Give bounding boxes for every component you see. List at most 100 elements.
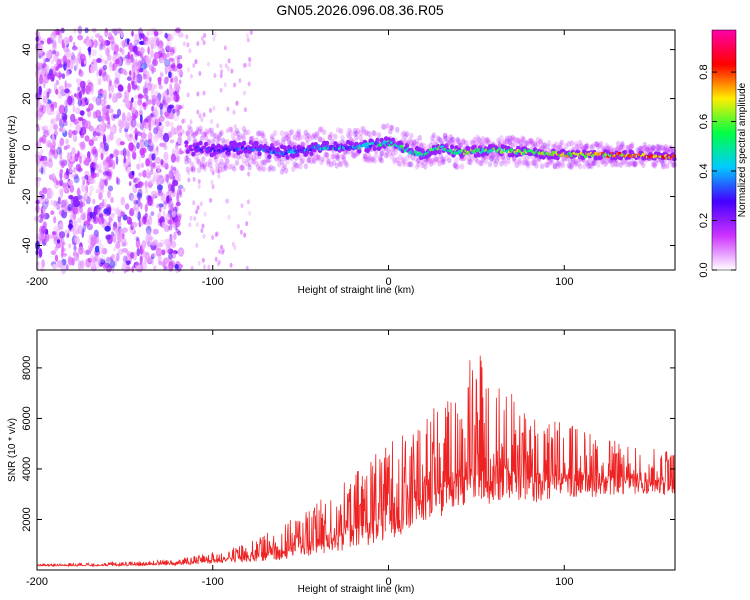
noise-speckle: [230, 68, 234, 74]
noise-speckle: [58, 127, 64, 132]
noise-speckle: [132, 71, 136, 81]
noise-speckle: [133, 39, 138, 45]
track-halo: [203, 128, 209, 135]
track-core: [617, 151, 622, 155]
noise-speckle: [168, 253, 173, 260]
track-halo: [345, 131, 351, 138]
noise-speckle: [84, 190, 88, 200]
noise-speckle: [202, 233, 206, 239]
track-halo: [461, 138, 466, 144]
track-halo: [455, 163, 460, 170]
track-halo: [497, 140, 503, 147]
track-mid: [375, 137, 380, 143]
track-halo: [324, 151, 330, 158]
track-halo: [645, 146, 650, 153]
noise-speckle: [141, 247, 145, 255]
track-halo: [468, 159, 473, 166]
track-halo: [352, 131, 358, 138]
track-halo: [288, 141, 293, 148]
noise-speckle: [137, 99, 143, 106]
noise-speckle: [173, 76, 179, 83]
track-halo: [569, 162, 574, 169]
track-halo: [251, 155, 257, 162]
noise-speckle: [100, 177, 103, 186]
noise-speckle: [35, 71, 41, 79]
track-halo: [492, 151, 497, 158]
noise-speckle: [152, 193, 156, 199]
track-halo: [403, 138, 408, 145]
track-halo: [492, 157, 497, 164]
track-halo: [306, 157, 311, 164]
track-halo: [530, 138, 535, 145]
noise-speckle: [144, 204, 148, 213]
noise-speckle: [153, 90, 159, 96]
noise-speckle: [179, 69, 183, 78]
noise-speckle: [139, 147, 145, 156]
track-halo: [516, 137, 521, 144]
noise-speckle: [126, 134, 133, 142]
track-halo: [521, 159, 526, 166]
track-halo: [223, 154, 228, 160]
track-halo: [635, 147, 640, 153]
track-halo: [225, 138, 230, 145]
noise-speckle: [86, 223, 94, 231]
track-mid: [257, 151, 262, 157]
noise-speckle: [170, 165, 173, 173]
track-halo: [362, 153, 368, 160]
track-halo: [486, 139, 491, 146]
track-halo: [343, 148, 348, 155]
track-halo: [213, 157, 219, 163]
track-halo: [489, 155, 494, 162]
noise-speckle: [216, 123, 220, 129]
noise-speckle: [90, 85, 94, 95]
noise-speckle: [203, 264, 206, 270]
noise-speckle: [49, 124, 53, 133]
track-halo: [402, 158, 407, 165]
noise-speckle: [112, 233, 117, 244]
noise-speckle: [102, 149, 106, 155]
track-halo: [629, 143, 635, 150]
track-halo: [584, 160, 590, 167]
noise-speckle: [42, 54, 46, 61]
noise-speckle: [72, 130, 78, 136]
noise-speckle: [110, 84, 114, 93]
track-halo: [573, 161, 579, 168]
noise-speckle: [92, 149, 99, 158]
noise-speckle: [166, 88, 169, 96]
track-halo: [392, 156, 397, 163]
noise-speckle: [42, 211, 47, 221]
track-halo: [396, 160, 401, 167]
track-halo: [275, 141, 280, 148]
noise-speckle: [79, 205, 83, 214]
track-halo: [334, 162, 339, 169]
track-halo: [298, 154, 303, 161]
noise-speckle: [100, 247, 105, 255]
noise-speckle: [75, 107, 81, 115]
noise-speckle: [165, 45, 171, 53]
track-halo: [244, 152, 250, 158]
noise-speckle: [101, 247, 108, 255]
noise-speckle: [181, 104, 185, 110]
noise-speckle: [120, 266, 127, 272]
track-halo: [596, 161, 601, 168]
noise-speckle: [174, 82, 180, 92]
noise-speckle: [67, 256, 74, 266]
noise-speckle: [115, 58, 120, 65]
track-halo: [427, 156, 432, 163]
noise-speckle: [113, 246, 117, 252]
noise-speckle: [63, 99, 68, 108]
track-halo: [372, 130, 377, 137]
noise-speckle: [73, 252, 76, 257]
noise-speckle: [175, 104, 179, 113]
noise-speckle: [221, 250, 224, 255]
track-halo: [383, 148, 389, 155]
noise-speckle: [59, 117, 64, 128]
noise-speckle: [78, 117, 84, 121]
track-halo: [482, 141, 487, 147]
noise-speckle: [67, 52, 71, 61]
noise-speckle: [61, 244, 64, 254]
track-halo: [199, 135, 205, 142]
noise-speckle: [107, 185, 114, 192]
noise-speckle: [131, 170, 135, 176]
track-halo: [279, 168, 285, 175]
